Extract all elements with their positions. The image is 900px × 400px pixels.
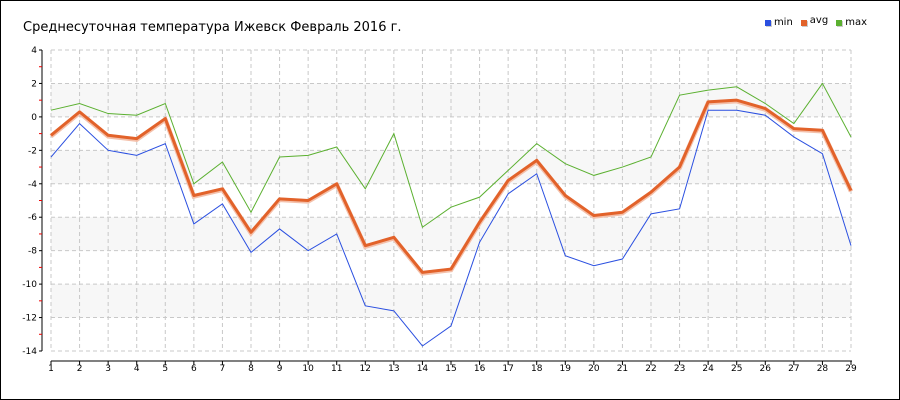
legend-item-min: min	[764, 17, 793, 28]
x-tick-label: 27	[788, 364, 799, 374]
x-tick-label: 13	[388, 364, 399, 374]
x-tick-label: 6	[191, 364, 197, 374]
y-tick-label: -14	[22, 347, 37, 357]
y-tick-label: 2	[31, 79, 37, 89]
x-tick-label: 17	[502, 364, 513, 374]
x-tick-label: 28	[817, 364, 829, 374]
x-tick-label: 19	[560, 364, 572, 374]
legend-swatch-max	[836, 19, 843, 26]
x-tick-label: 16	[474, 364, 486, 374]
chart-title: Среднесуточная температура Ижевск Феврал…	[23, 20, 402, 35]
y-tick-label: 4	[31, 46, 37, 56]
x-tick-label: 9	[277, 364, 283, 374]
x-tick-label: 12	[360, 364, 371, 374]
legend-swatch-min	[764, 19, 771, 26]
legend-label-avg: avg	[809, 15, 829, 26]
x-tick-label: 21	[617, 364, 628, 374]
legend-item-avg: avg	[800, 15, 829, 28]
x-tick-label: 2	[77, 364, 83, 374]
x-tick-label: 14	[417, 364, 429, 374]
x-tick-label: 18	[531, 364, 543, 374]
x-tick-label: 7	[220, 364, 226, 374]
x-tick-label: 23	[674, 364, 685, 374]
x-tick-label: 25	[731, 364, 742, 374]
x-tick-label: 8	[248, 364, 254, 374]
y-tick-label: -2	[28, 146, 37, 156]
legend-swatch-avg	[800, 19, 807, 26]
x-tick-label: 26	[760, 364, 772, 374]
legend: min avg max	[764, 15, 867, 28]
x-tick-label: 1	[48, 364, 54, 374]
legend-label-max: max	[845, 17, 867, 28]
x-tick-label: 4	[134, 364, 140, 374]
x-tick-label: 15	[445, 364, 456, 374]
y-tick-label: -8	[28, 247, 37, 257]
legend-label-min: min	[773, 17, 793, 28]
x-tick-label: 5	[162, 364, 168, 374]
legend-item-max: max	[836, 17, 867, 28]
x-tick-label: 20	[588, 364, 600, 374]
y-tick-label: 0	[31, 113, 37, 123]
y-tick-label: -10	[22, 280, 37, 290]
x-tick-label: 22	[645, 364, 656, 374]
y-tick-label: -12	[22, 314, 37, 324]
x-tick-label: 24	[702, 364, 714, 374]
x-tick-label: 29	[845, 364, 857, 374]
x-tick-label: 10	[302, 364, 314, 374]
x-tick-label: 3	[105, 364, 111, 374]
x-tick-label: 11	[331, 364, 342, 374]
y-tick-label: -6	[28, 213, 37, 223]
y-tick-label: -4	[28, 180, 37, 190]
